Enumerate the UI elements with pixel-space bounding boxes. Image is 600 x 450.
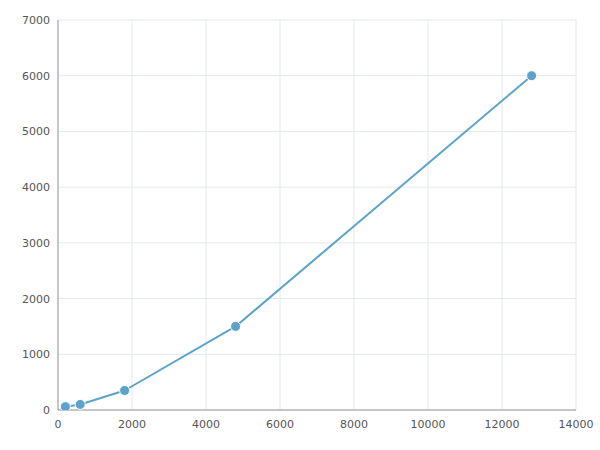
chart-container: 0 2000 4000 6000 8000 10000 12000 14000 0 1000 200… bbox=[0, 0, 600, 450]
y-tick-label: 6000 bbox=[22, 70, 50, 83]
y-grid-line bbox=[58, 354, 576, 355]
x-grid-line bbox=[576, 20, 577, 410]
x-tick-label: 4000 bbox=[192, 418, 220, 431]
x-grid-line bbox=[502, 20, 503, 410]
chart-svg: 0 2000 4000 6000 8000 10000 12000 14000 0 1000 200… bbox=[0, 0, 600, 450]
y-grid-line bbox=[58, 298, 576, 299]
x-grid-line bbox=[206, 20, 207, 410]
y-grid-line bbox=[58, 242, 576, 243]
x-tick-label: 6000 bbox=[266, 418, 294, 431]
marker bbox=[75, 399, 85, 409]
y-grid-line bbox=[58, 75, 576, 76]
x-grid-line bbox=[58, 20, 59, 410]
y-tick-label: 5000 bbox=[22, 125, 50, 138]
x-tick-label: 14000 bbox=[559, 418, 594, 431]
axes: 0 2000 4000 6000 8000 10000 12000 14000 0 1000 200… bbox=[22, 14, 594, 431]
x-tick-label: 8000 bbox=[340, 418, 368, 431]
marker bbox=[231, 321, 241, 331]
x-grid-line bbox=[280, 20, 281, 410]
marker bbox=[120, 386, 130, 396]
y-grid-line bbox=[58, 410, 576, 411]
y-tick-label: 0 bbox=[43, 404, 50, 417]
y-axis-line bbox=[58, 20, 59, 410]
x-tick-label: 2000 bbox=[118, 418, 146, 431]
x-tick-label: 0 bbox=[55, 418, 62, 431]
x-tick-label: 10000 bbox=[411, 418, 446, 431]
grid bbox=[58, 20, 576, 410]
marker bbox=[60, 402, 70, 410]
y-grid-line bbox=[58, 131, 576, 132]
y-grid-line bbox=[58, 20, 576, 21]
plot-area bbox=[60, 71, 536, 410]
x-grid-line bbox=[354, 20, 355, 410]
marker bbox=[527, 71, 537, 81]
y-grid-line bbox=[58, 187, 576, 188]
line bbox=[65, 76, 531, 407]
y-tick-label: 4000 bbox=[22, 181, 50, 194]
y-tick-label: 3000 bbox=[22, 237, 50, 250]
x-axis-line bbox=[58, 410, 576, 411]
x-grid-line bbox=[428, 20, 429, 410]
x-grid-line bbox=[132, 20, 133, 410]
y-tick-label: 2000 bbox=[22, 293, 50, 306]
x-tick-label: 12000 bbox=[485, 418, 520, 431]
y-tick-label: 1000 bbox=[22, 348, 50, 361]
y-tick-label: 7000 bbox=[22, 14, 50, 27]
